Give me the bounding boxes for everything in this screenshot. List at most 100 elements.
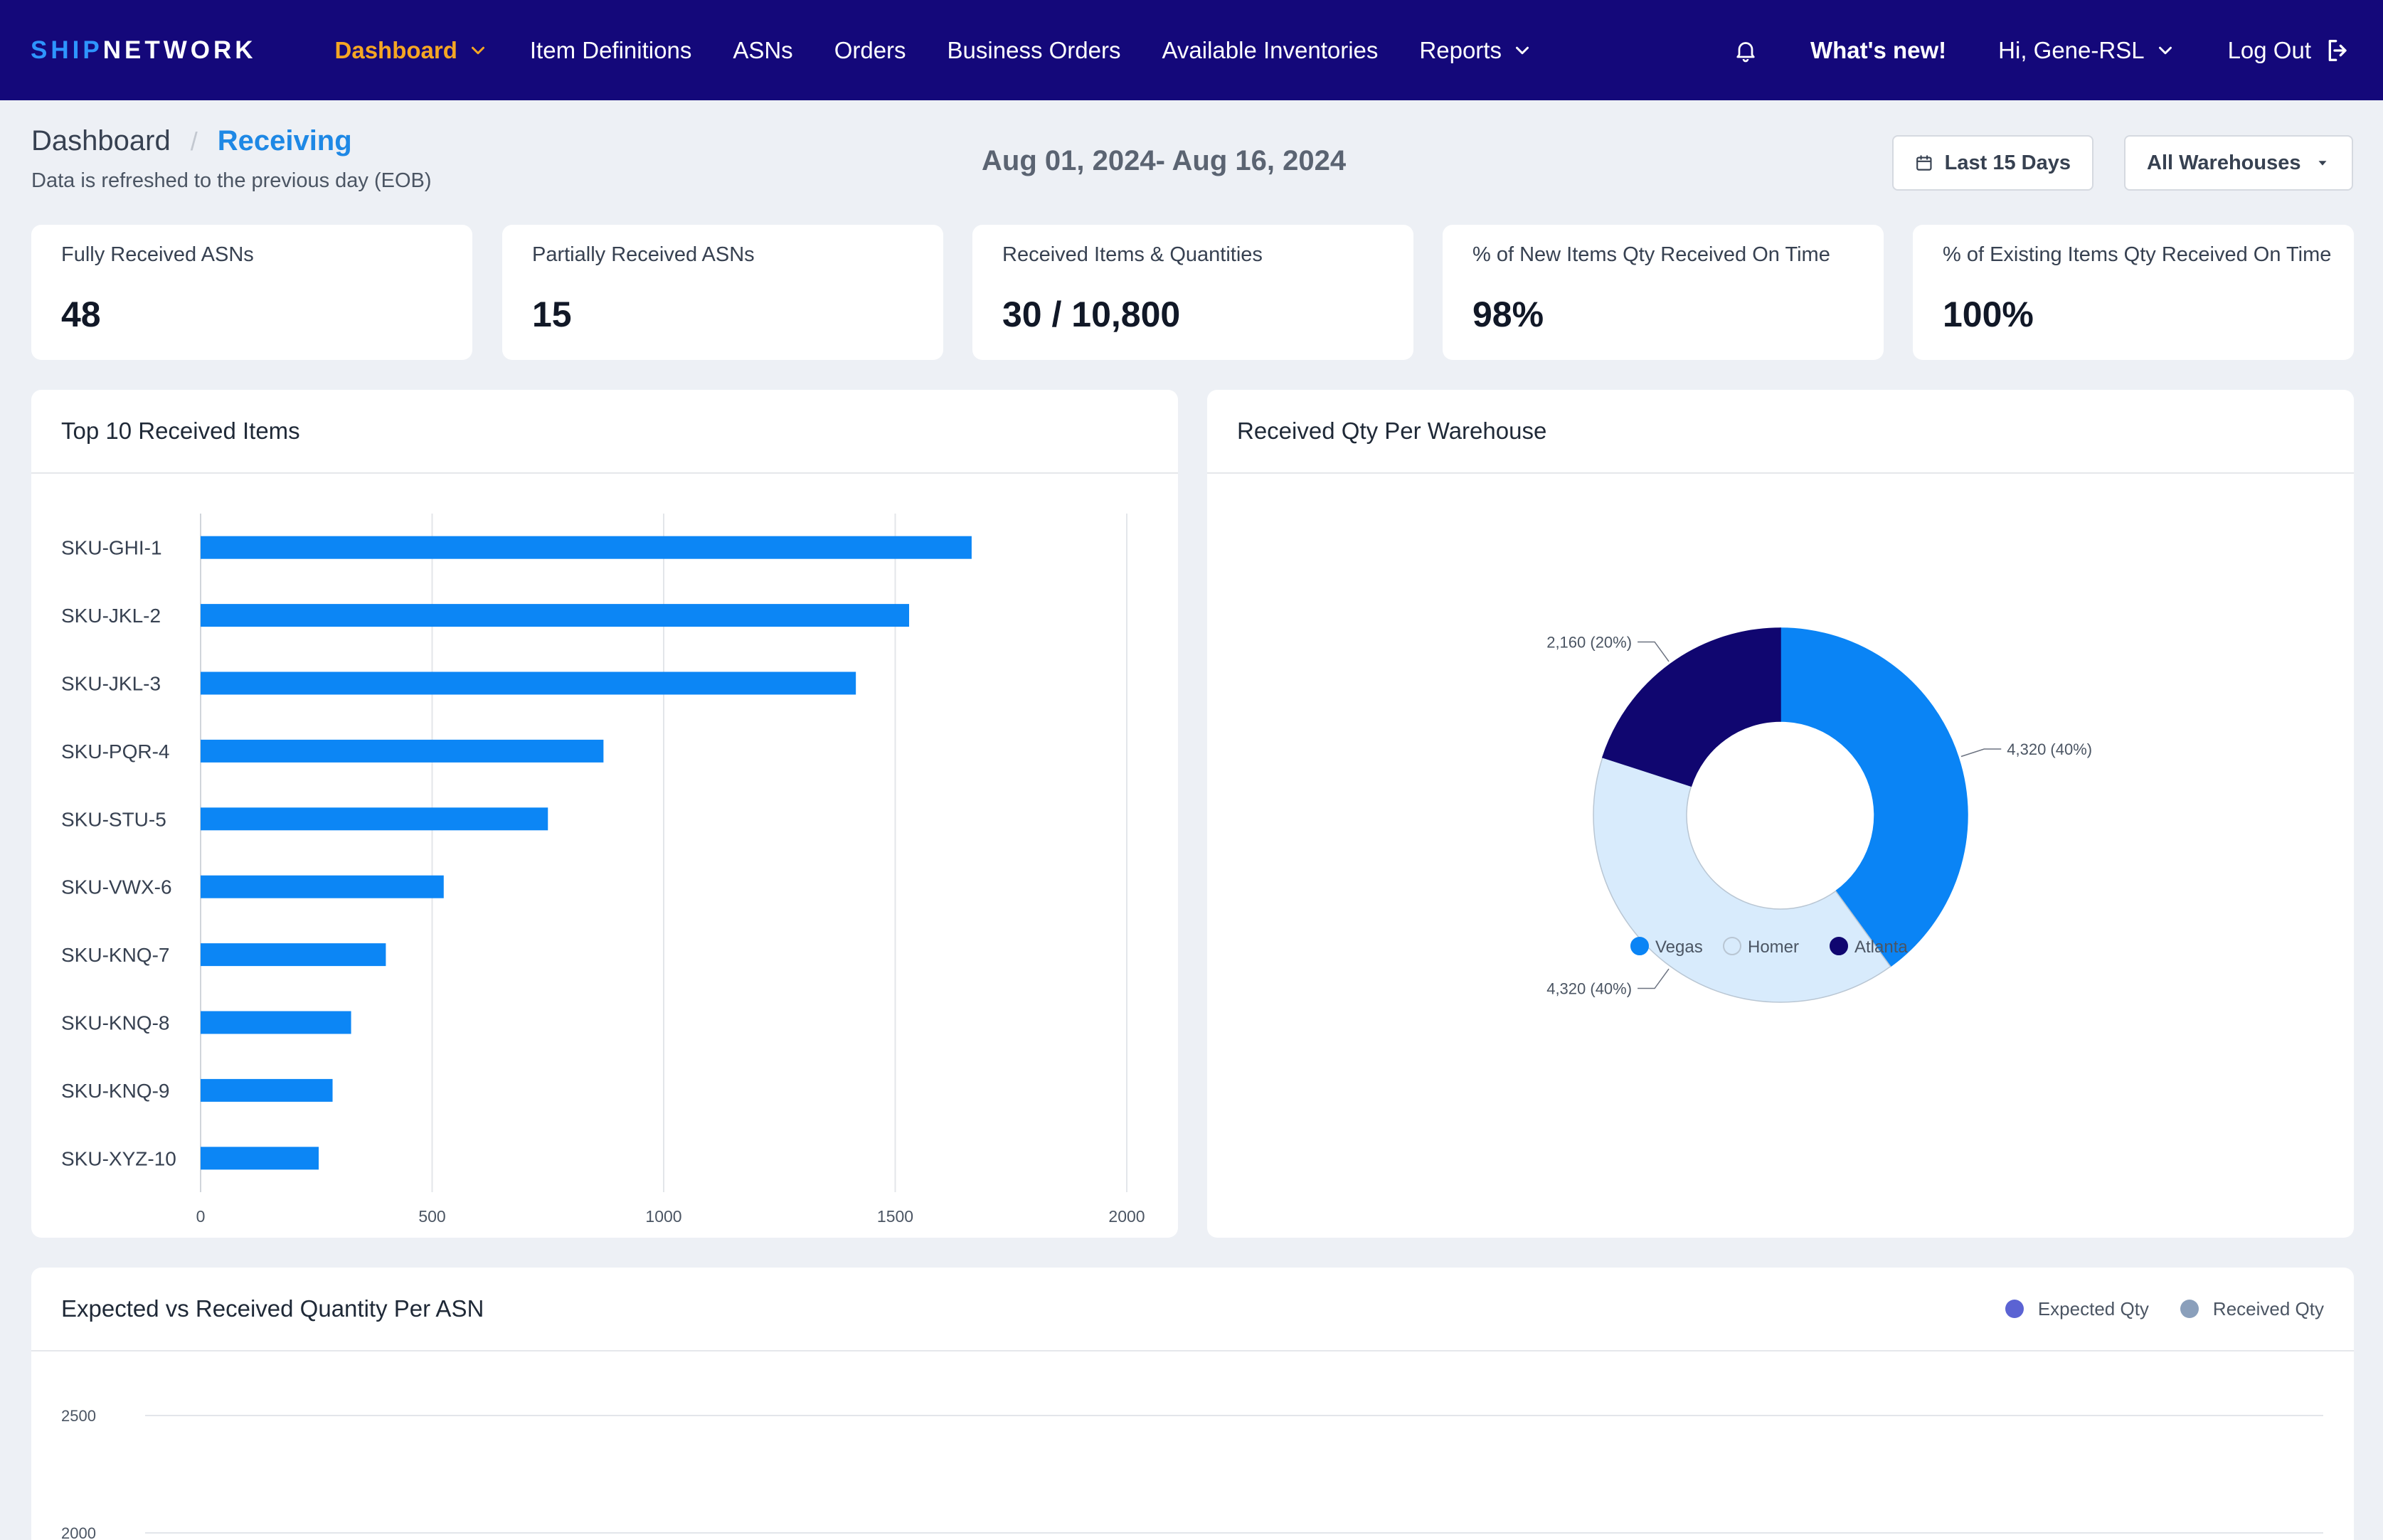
kpi-fully-received-asns: Fully Received ASNs 48 xyxy=(31,225,472,360)
bar xyxy=(201,536,972,559)
user-menu[interactable]: Hi, Gene-RSL xyxy=(1998,37,2175,64)
donut-slice xyxy=(1601,627,1781,787)
date-range-text: Aug 01, 2024- Aug 16, 2024 xyxy=(982,145,1347,176)
warehouse-select[interactable]: All Warehouses xyxy=(2124,135,2353,191)
kpi-value: 100% xyxy=(1943,294,2034,334)
y-category-label: SKU-KNQ-9 xyxy=(61,1080,169,1102)
top-items-bar-chart: 0 500 1000 1500 2000 SKU-GHI-1 SKU-JKL-2 SKU-JK… xyxy=(61,514,1145,1226)
legend-received[interactable]: Received Qty xyxy=(2180,1298,2324,1320)
kpi-label: Received Items & Quantities xyxy=(1002,243,1263,266)
chevron-down-icon xyxy=(2158,46,2172,54)
x-tick-label: 0 xyxy=(196,1207,206,1226)
y-tick-label: 2500 xyxy=(61,1407,96,1425)
nav-dashboard-label: Dashboard xyxy=(334,36,457,63)
top-items-title: Top 10 Received Items xyxy=(31,390,1178,474)
y-category-label: SKU-XYZ-10 xyxy=(61,1147,176,1169)
legend-label: Homer xyxy=(1748,938,1799,957)
bar xyxy=(201,739,604,763)
kpi-value: 30 / 10,800 xyxy=(1002,294,1181,334)
y-tick-label: 2000 xyxy=(61,1524,96,1540)
whats-new-link[interactable]: What's new! xyxy=(1810,37,1946,64)
date-range-button-label: Last 15 Days xyxy=(1944,151,2071,174)
warehouse-select-value: All Warehouses xyxy=(2147,151,2301,174)
legend-received-label: Received Qty xyxy=(2212,1297,2324,1319)
kpi-value: 98% xyxy=(1472,294,1544,334)
donut-slice xyxy=(1593,756,1891,1003)
logout-label: Log Out xyxy=(2227,36,2311,63)
nav-right-group: What's new! Hi, Gene-RSL Log Out xyxy=(1681,36,2352,65)
kpi-value: 15 xyxy=(532,294,572,334)
kpi-label: % of New Items Qty Received On Time xyxy=(1472,243,1830,266)
nav-reports[interactable]: Reports xyxy=(1419,37,1533,64)
bar xyxy=(201,875,444,898)
logout-icon xyxy=(2328,39,2347,61)
bell-icon xyxy=(1736,41,1755,62)
kpi-label: Fully Received ASNs xyxy=(61,243,254,266)
slice-label: 2,160 (20%) xyxy=(1546,633,1632,651)
legend-dot xyxy=(1630,937,1649,955)
notifications-button[interactable] xyxy=(1733,38,1758,63)
slice-label: 4,320 (40%) xyxy=(2007,740,2092,758)
legend-dot xyxy=(1723,937,1741,955)
logout-button[interactable]: Log Out xyxy=(2228,36,2352,65)
calendar-icon xyxy=(1916,155,1932,171)
nav-orders[interactable]: Orders xyxy=(834,37,906,64)
nav-item-definitions[interactable]: Item Definitions xyxy=(530,37,691,64)
legend-expected[interactable]: Expected Qty xyxy=(2005,1298,2149,1320)
nav-business-orders[interactable]: Business Orders xyxy=(948,37,1121,64)
kpi-label: Partially Received ASNs xyxy=(532,243,755,266)
y-category-label: SKU-PQR-4 xyxy=(61,740,169,763)
user-greeting: Hi, Gene-RSL xyxy=(1998,36,2145,63)
y-category-label: SKU-JKL-3 xyxy=(61,673,161,695)
caret-down-icon xyxy=(2318,161,2327,166)
legend-label: Vegas xyxy=(1655,938,1703,957)
kpi-label: % of Existing Items Qty Received On Time xyxy=(1943,243,2332,266)
kpi-existing-items-on-time: % of Existing Items Qty Received On Time… xyxy=(1913,225,2354,360)
slice-label: 4,320 (40%) xyxy=(1546,980,1632,998)
asn-legend: Expected Qty Received Qty xyxy=(1974,1298,2324,1320)
chevron-down-icon xyxy=(471,46,484,54)
asn-bar-chart: 2500 2000 xyxy=(61,1407,2323,1540)
x-tick-label: 1500 xyxy=(877,1207,913,1226)
donut-slice xyxy=(1780,627,1968,967)
shipnetwork-logo[interactable]: SHIPNETWORK xyxy=(31,36,257,65)
warehouse-panel: Received Qty Per Warehouse 4,320 (40%) 4,… xyxy=(1207,390,2354,1238)
nav-reports-label: Reports xyxy=(1419,36,1502,63)
bar xyxy=(201,807,548,831)
kpi-new-items-on-time: % of New Items Qty Received On Time 98% xyxy=(1443,225,1884,360)
breadcrumb-separator: / xyxy=(190,126,198,156)
y-category-label: SKU-GHI-1 xyxy=(61,537,162,559)
top-navigation-bar: SHIPNETWORK Dashboard Item Definitions A… xyxy=(0,0,2383,100)
nav-item-definitions-label: Item Definitions xyxy=(529,36,692,63)
legend-label: Atlanta xyxy=(1854,938,1908,957)
bar xyxy=(201,671,856,695)
legend-expected-label: Expected Qty xyxy=(2037,1297,2149,1319)
slice-leader-line xyxy=(1638,641,1670,662)
nav-asns[interactable]: ASNs xyxy=(733,37,792,64)
y-category-label: SKU-KNQ-8 xyxy=(61,1012,169,1034)
y-category-label: SKU-JKL-2 xyxy=(61,605,161,627)
warehouse-title: Received Qty Per Warehouse xyxy=(1207,390,2354,474)
date-range-button[interactable]: Last 15 Days xyxy=(1892,135,2093,191)
x-tick-label: 2000 xyxy=(1108,1207,1145,1226)
nav-dashboard[interactable]: Dashboard xyxy=(335,37,489,64)
x-tick-label: 500 xyxy=(418,1207,445,1226)
logo-part-ship: SHIP xyxy=(31,36,103,64)
breadcrumb-dashboard[interactable]: Dashboard xyxy=(31,125,171,156)
whats-new-label: What's new! xyxy=(1810,36,1947,63)
nav-available-inventories-label: Available Inventories xyxy=(1162,36,1379,63)
chevron-down-icon xyxy=(1515,46,1529,54)
nav-orders-label: Orders xyxy=(834,36,906,63)
nav-available-inventories[interactable]: Available Inventories xyxy=(1162,37,1378,64)
breadcrumb: Dashboard / Receiving xyxy=(31,125,352,157)
slice-leader-line xyxy=(1960,748,2002,758)
nav-asns-label: ASNs xyxy=(733,36,793,63)
bar xyxy=(201,1078,333,1102)
x-tick-label: 1000 xyxy=(645,1207,681,1226)
legend-dot xyxy=(1830,937,1848,955)
kpi-value: 48 xyxy=(61,294,101,334)
y-category-label: SKU-VWX-6 xyxy=(61,876,172,898)
asn-panel: Expected vs Received Quantity Per ASN Ex… xyxy=(31,1268,2354,1540)
nav-business-orders-label: Business Orders xyxy=(947,36,1121,63)
logo-part-network: NETWORK xyxy=(102,36,257,64)
